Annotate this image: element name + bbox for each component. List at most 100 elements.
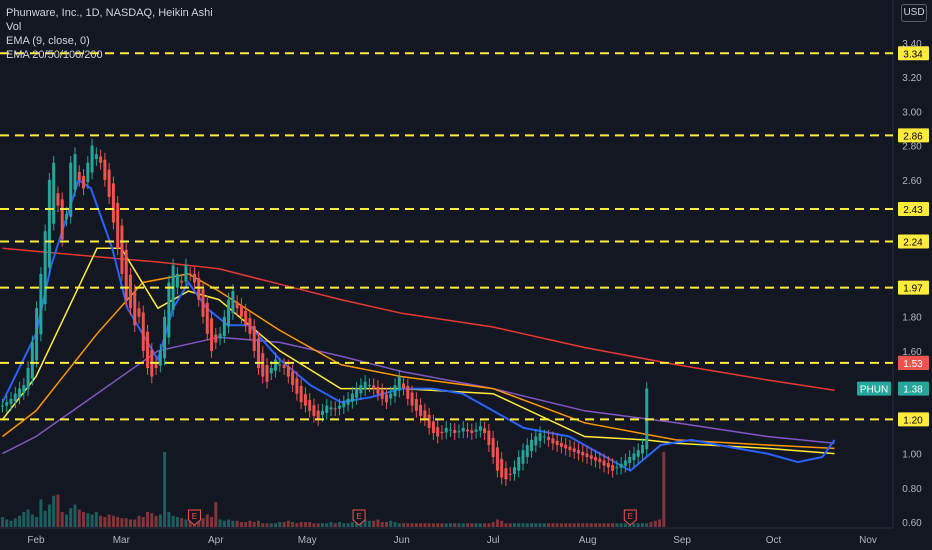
level-label: 1.97 bbox=[903, 284, 923, 295]
candle-body bbox=[231, 291, 235, 314]
volume-bar bbox=[662, 452, 666, 527]
candle-body bbox=[623, 460, 627, 466]
candle-body bbox=[5, 402, 9, 406]
candle-body bbox=[572, 448, 576, 452]
ema-line-ema100 bbox=[2, 336, 835, 455]
candle bbox=[107, 162, 111, 204]
candle bbox=[73, 147, 77, 197]
candle-body bbox=[406, 386, 410, 399]
volume-bar bbox=[440, 523, 444, 527]
volume-bar bbox=[111, 515, 115, 527]
candle-body bbox=[26, 368, 30, 390]
candle-body bbox=[598, 458, 602, 463]
volume-bar bbox=[146, 512, 150, 527]
candle-body bbox=[252, 325, 256, 351]
candle bbox=[444, 421, 448, 440]
candle bbox=[402, 376, 406, 396]
volume-bar bbox=[141, 517, 145, 527]
candle bbox=[606, 456, 610, 475]
volume-bar bbox=[295, 523, 299, 527]
candle-body bbox=[402, 383, 406, 389]
currency-label[interactable]: USD bbox=[901, 4, 927, 22]
candle bbox=[52, 155, 56, 231]
candle bbox=[333, 401, 337, 416]
x-tick-label: Feb bbox=[27, 535, 45, 546]
candle bbox=[99, 149, 103, 170]
candle bbox=[291, 364, 295, 392]
volume-bar bbox=[171, 515, 175, 527]
candle-body bbox=[606, 462, 610, 468]
volume-bar bbox=[13, 518, 17, 527]
candle bbox=[205, 295, 209, 341]
volume-bar bbox=[244, 522, 248, 527]
candle-body bbox=[316, 410, 320, 420]
earnings-event-shape bbox=[352, 509, 366, 526]
ema-line-ema9 bbox=[1, 178, 836, 472]
volume-bar bbox=[367, 520, 371, 527]
price-marker-label: 1.38 bbox=[903, 385, 923, 396]
candle bbox=[64, 207, 68, 227]
candle bbox=[585, 446, 589, 464]
volume-bar bbox=[308, 522, 312, 527]
candle-body bbox=[111, 183, 115, 223]
candle-body bbox=[474, 429, 478, 432]
candle-body bbox=[133, 291, 137, 326]
candle-body bbox=[141, 312, 145, 351]
candle bbox=[619, 456, 623, 475]
volume-bar bbox=[124, 518, 128, 527]
candle-body bbox=[128, 274, 132, 309]
candle-body bbox=[47, 179, 51, 268]
level-label: 2.43 bbox=[903, 205, 923, 216]
volume-bar bbox=[649, 522, 653, 527]
candle-body bbox=[555, 440, 559, 446]
candle bbox=[483, 421, 487, 440]
candle bbox=[470, 423, 474, 440]
candle bbox=[461, 421, 465, 439]
volume-bar bbox=[291, 522, 295, 527]
candle bbox=[82, 169, 86, 196]
volume-bar bbox=[427, 523, 431, 527]
level-label: 2.86 bbox=[903, 131, 923, 142]
volume-bar bbox=[453, 523, 457, 527]
price-marker-box bbox=[898, 355, 929, 370]
candle-body bbox=[585, 453, 589, 457]
candle-body bbox=[333, 408, 337, 410]
candle-body bbox=[581, 451, 585, 456]
candle-body bbox=[124, 249, 128, 300]
y-tick-label: 2.80 bbox=[902, 142, 922, 153]
volume-bar bbox=[231, 520, 235, 527]
candle-body bbox=[325, 405, 329, 413]
candle-body bbox=[295, 378, 299, 394]
candle-body bbox=[504, 468, 508, 480]
candle bbox=[367, 378, 371, 393]
candle bbox=[508, 466, 512, 481]
volume-bar bbox=[137, 515, 141, 527]
chart-legend: Phunware, Inc., 1D, NASDAQ, Heikin Ashi … bbox=[6, 6, 213, 62]
candle bbox=[495, 440, 499, 478]
volume-bar bbox=[534, 523, 538, 527]
volume-bar bbox=[538, 523, 542, 527]
candle-body bbox=[440, 431, 444, 434]
candle bbox=[197, 271, 201, 307]
candle-body bbox=[18, 388, 22, 398]
candle bbox=[235, 295, 239, 316]
candle-body bbox=[261, 353, 265, 377]
ema9-indicator-label: EMA (9, close, 0) bbox=[6, 35, 90, 47]
volume-bar bbox=[86, 513, 90, 527]
candle bbox=[355, 381, 359, 405]
candle bbox=[576, 443, 580, 461]
candle bbox=[244, 304, 248, 333]
candle-body bbox=[632, 453, 636, 461]
candle-body bbox=[201, 288, 205, 317]
candle bbox=[491, 431, 495, 464]
volume-bar bbox=[615, 523, 619, 527]
candle-body bbox=[491, 437, 495, 457]
candle bbox=[39, 267, 43, 342]
candle-body bbox=[640, 445, 644, 454]
level-label: 1.20 bbox=[903, 415, 923, 426]
volume-bar bbox=[320, 523, 324, 527]
candle-body bbox=[376, 386, 380, 394]
volume-bar bbox=[602, 523, 606, 527]
candle bbox=[342, 395, 346, 415]
